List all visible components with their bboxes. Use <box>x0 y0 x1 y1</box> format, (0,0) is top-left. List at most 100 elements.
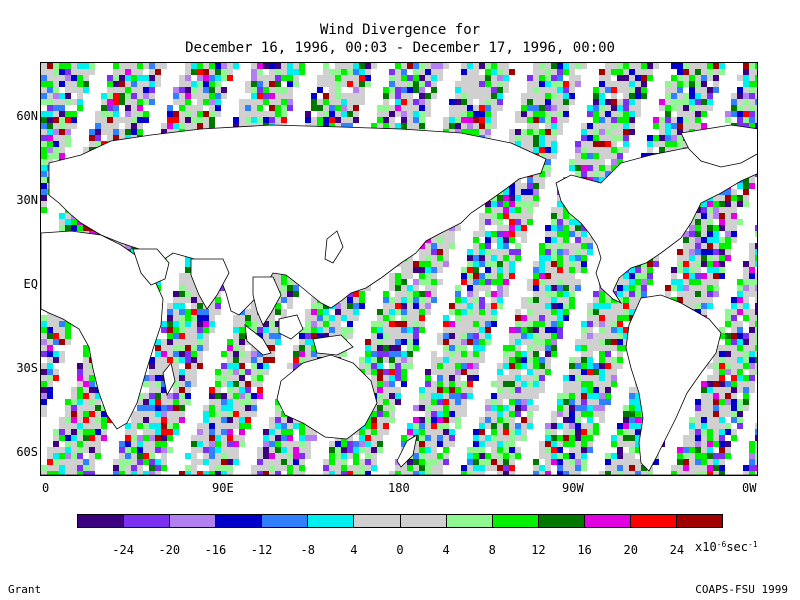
data-cell <box>743 267 749 273</box>
data-cell <box>455 123 461 129</box>
data-cell <box>551 135 557 141</box>
data-cell <box>209 387 215 393</box>
data-cell <box>731 237 737 243</box>
data-cell <box>203 63 209 69</box>
data-cell <box>689 285 695 291</box>
data-cell <box>113 75 119 81</box>
data-cell <box>707 255 713 261</box>
data-cell <box>599 351 605 357</box>
data-cell <box>605 327 611 333</box>
data-cell <box>575 75 581 81</box>
data-cell <box>65 81 71 87</box>
data-cell <box>83 399 89 405</box>
data-cell <box>623 117 629 123</box>
data-cell <box>359 75 365 81</box>
data-cell <box>563 63 569 69</box>
data-cell <box>737 405 743 411</box>
data-cell <box>581 243 587 249</box>
data-cell <box>551 147 557 153</box>
data-cell <box>701 75 707 81</box>
data-cell <box>47 75 53 81</box>
data-cell <box>515 399 521 405</box>
data-cell <box>497 93 503 99</box>
data-cell <box>671 75 677 81</box>
data-cell <box>155 387 161 393</box>
data-cell <box>179 345 185 351</box>
data-cell <box>737 303 743 309</box>
data-cell <box>551 81 557 87</box>
data-cell <box>419 387 425 393</box>
data-cell <box>335 63 341 69</box>
data-cell <box>581 225 587 231</box>
data-cell <box>377 309 383 315</box>
data-cell <box>509 189 515 195</box>
data-cell <box>101 99 107 105</box>
data-cell <box>581 123 587 129</box>
data-cell <box>221 375 227 381</box>
data-cell <box>491 255 497 261</box>
data-cell <box>515 321 521 327</box>
data-cell <box>623 297 629 303</box>
data-cell <box>467 369 473 375</box>
data-cell <box>461 315 467 321</box>
data-cell <box>467 387 473 393</box>
data-cell <box>119 69 125 75</box>
data-cell <box>323 81 329 87</box>
data-cell <box>161 357 167 363</box>
data-cell <box>419 249 425 255</box>
data-cell <box>593 159 599 165</box>
data-cell <box>59 333 65 339</box>
data-cell <box>143 393 149 399</box>
data-cell <box>53 141 59 147</box>
data-cell <box>419 117 425 123</box>
data-cell <box>143 405 149 411</box>
data-cell <box>233 351 239 357</box>
data-cell <box>377 105 383 111</box>
data-cell <box>179 357 185 363</box>
data-cell <box>455 303 461 309</box>
data-cell <box>47 117 53 123</box>
data-cell <box>545 141 551 147</box>
data-cell <box>545 333 551 339</box>
data-cell <box>557 327 563 333</box>
data-cell <box>635 291 641 297</box>
data-cell <box>665 285 671 291</box>
data-cell <box>431 255 437 261</box>
data-cell <box>437 375 443 381</box>
data-cell <box>143 63 149 69</box>
data-cell <box>251 393 257 399</box>
data-cell <box>191 333 197 339</box>
data-cell <box>533 141 539 147</box>
data-cell <box>131 123 137 129</box>
data-cell <box>233 399 239 405</box>
data-cell <box>401 333 407 339</box>
data-cell <box>47 327 53 333</box>
data-cell <box>557 75 563 81</box>
data-cell <box>725 315 731 321</box>
data-cell <box>581 165 587 171</box>
data-cell <box>275 321 281 327</box>
data-cell <box>719 381 725 387</box>
data-cell <box>407 357 413 363</box>
data-cell <box>263 111 269 117</box>
data-cell <box>131 105 137 111</box>
data-cell <box>557 93 563 99</box>
data-cell <box>575 243 581 249</box>
data-cell <box>191 93 197 99</box>
data-cell <box>47 135 53 141</box>
data-cell <box>485 213 491 219</box>
data-cell <box>755 363 757 369</box>
data-cell <box>131 69 137 75</box>
data-cell <box>503 231 509 237</box>
data-cell <box>197 309 203 315</box>
data-cell <box>515 369 521 375</box>
data-cell <box>173 375 179 381</box>
data-cell <box>629 99 635 105</box>
data-cell <box>533 201 539 207</box>
data-cell <box>161 393 167 399</box>
data-cell <box>611 153 617 159</box>
data-cell <box>155 411 161 417</box>
data-cell <box>599 405 605 411</box>
data-cell <box>611 369 617 375</box>
data-cell <box>305 117 311 123</box>
